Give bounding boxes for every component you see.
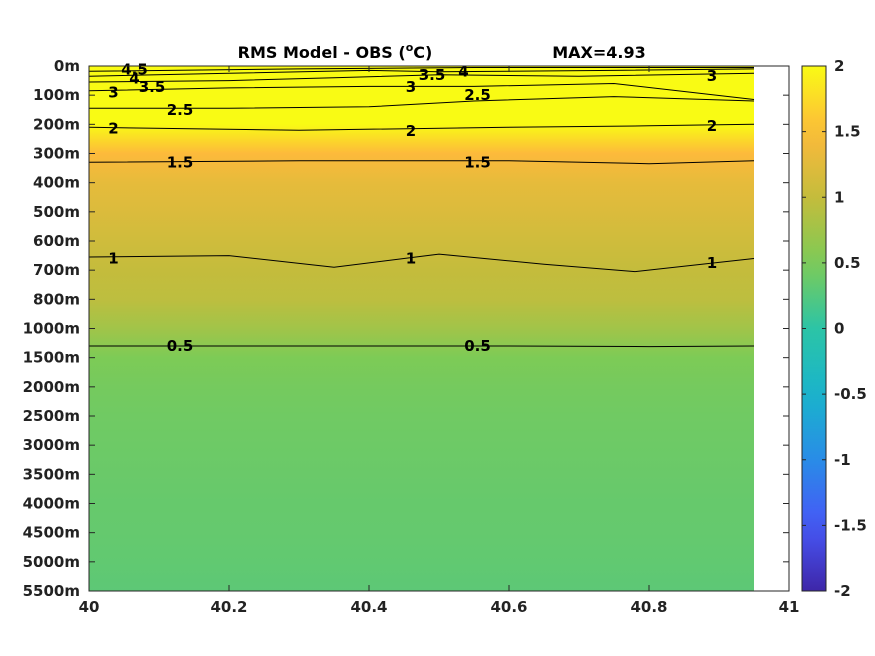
y-tick-label: 300m	[33, 145, 80, 163]
contour-label: 3	[406, 78, 416, 96]
chart-title: RMS Model - OBS (oC)	[238, 41, 433, 62]
x-tick-label: 40	[79, 598, 100, 616]
plot-border	[88, 65, 790, 592]
y-tick-label: 4000m	[23, 495, 80, 513]
x-tick-label: 41	[779, 598, 800, 616]
contour-label: 4.5	[121, 61, 148, 79]
y-tick-label: 4500m	[23, 524, 80, 542]
x-tick-label: 40.4	[350, 598, 387, 616]
axis-ticks: 0m 100m 200m 300m 400m 500m 600m 700m 800m 1000m 1…	[23, 57, 800, 616]
y-tick-label: 100m	[33, 86, 80, 104]
contour-label: 3.5	[419, 66, 446, 84]
contour-label: 1.5	[464, 153, 491, 171]
contour-label: 1	[406, 250, 416, 268]
contour-lines	[88, 67, 755, 348]
contour-label: 1.5	[167, 153, 194, 171]
field-heatmap	[89, 66, 754, 591]
x-tick-label: 40.2	[210, 598, 247, 616]
colorbar-tick-label: -0.5	[834, 385, 867, 403]
y-tick-label: 2000m	[23, 378, 80, 396]
y-tick-label: 5500m	[23, 582, 80, 600]
contour-line-3	[88, 82, 755, 100]
y-tick-label: 400m	[33, 174, 80, 192]
contour-label: 2	[108, 120, 118, 138]
colorbar: 2 1.5 1 0.5 0 -0.5 -1 -1.5 -2	[801, 57, 867, 600]
colorbar-tick-label: -1.5	[834, 516, 867, 534]
colorbar-tick-label: 2	[834, 57, 844, 75]
colorbar-tick-label: -1	[834, 451, 851, 469]
contour-label: 0.5	[464, 337, 491, 355]
y-tick-label: 500m	[33, 203, 80, 221]
contour-label: 3	[707, 67, 717, 85]
y-tick-label: 3500m	[23, 465, 80, 483]
contour-line-3.5	[88, 72, 755, 83]
contour-line-0.5	[89, 345, 755, 348]
colorbar-tick-label: -2	[834, 582, 851, 600]
y-tick-label: 5000m	[23, 553, 80, 571]
y-tick-label: 800m	[33, 290, 80, 308]
y-tick-label: 3000m	[23, 436, 80, 454]
contour-line-1	[88, 253, 755, 273]
contour-line-2.5	[89, 96, 755, 109]
y-tick-label: 700m	[33, 261, 80, 279]
contour-label: 4	[129, 69, 139, 87]
contour-label: 2	[707, 117, 717, 135]
contour-label: 2.5	[167, 101, 194, 119]
y-tick-label: 0m	[54, 57, 80, 75]
y-tick-label: 600m	[33, 232, 80, 250]
colorbar-ticks: 2 1.5 1 0.5 0 -0.5 -1 -1.5 -2	[802, 57, 867, 600]
max-value-label: MAX=4.93	[552, 43, 646, 62]
colorbar-tick-label: 1.5	[834, 123, 861, 141]
x-tick-label: 40.8	[630, 598, 667, 616]
y-tick-label: 2500m	[23, 407, 80, 425]
contour-label: 1	[108, 250, 118, 268]
y-tick-label: 200m	[33, 115, 80, 133]
x-tick-label: 40.6	[490, 598, 527, 616]
colorbar-tick-label: 1	[834, 188, 844, 206]
y-tick-label: 1500m	[23, 349, 80, 367]
colorbar-tick-label: 0	[834, 320, 844, 338]
contour-line-1.5	[88, 160, 755, 165]
contour-label: 2.5	[464, 86, 491, 104]
contour-label: 4	[458, 62, 468, 80]
contour-line-4.5	[88, 67, 754, 72]
colorbar-tick-label: 0.5	[834, 254, 861, 272]
contour-line-2	[88, 123, 755, 131]
contour-label: 3	[108, 83, 118, 101]
y-tick-label: 1000m	[23, 320, 80, 338]
contour-label: 2	[406, 122, 416, 140]
contour-label: 3.5	[139, 78, 166, 96]
contour-label: 1	[707, 254, 717, 272]
contour-label: 0.5	[167, 337, 194, 355]
contour-line-4	[88, 68, 755, 77]
